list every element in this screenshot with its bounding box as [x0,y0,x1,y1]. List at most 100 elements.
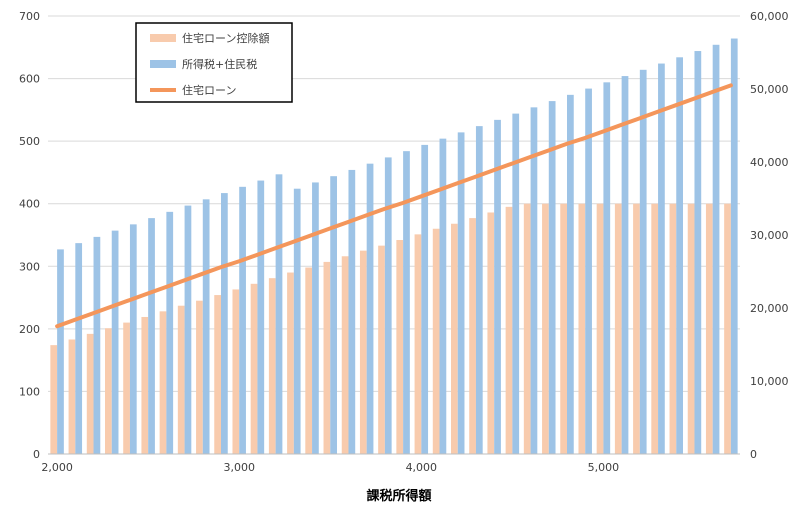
bar-loan-deduction [68,339,76,454]
bar-loan-deduction [396,240,404,454]
bar-tax [658,63,665,455]
bar-loan-deduction [596,203,604,454]
bar-loan-deduction [487,212,495,454]
bars [50,38,738,455]
bar-tax [257,180,265,454]
bar-tax [275,174,283,454]
y-left-tick-label: 0 [33,448,40,461]
bar-loan-deduction [359,250,367,454]
legend-swatch-loan-deduction [150,34,176,42]
legend: 住宅ローン控除額 所得税+住民税 住宅ローン [135,22,293,103]
y-right-tick-label: 60,000 [750,10,789,23]
legend-label-loan: 住宅ローン [182,83,236,97]
legend-swatch-tax [150,60,176,68]
x-axis-title: 課税所得額 [366,488,431,504]
bar-loan-deduction [159,311,167,454]
bar-tax [184,205,192,454]
bar-loan-deduction [633,203,640,454]
bar-tax [239,186,246,454]
bar-tax [530,107,538,454]
y-right-tick-label: 0 [750,448,757,461]
bar-loan-deduction [123,322,130,454]
bar-loan-deduction [651,203,659,454]
bar-tax [585,88,592,454]
bar-loan-deduction [177,305,185,454]
bar-tax [330,176,337,454]
bar-tax [166,211,174,454]
bar-tax [676,57,683,455]
bar-tax [93,236,101,454]
bar-loan-deduction [305,267,313,454]
bar-loan-deduction [469,218,476,454]
bar-tax [57,249,64,454]
bar-loan-deduction [214,295,221,454]
y-left-tick-label: 100 [19,385,40,398]
bar-loan-deduction [287,272,294,454]
bar-tax [75,243,83,454]
y-left-tick-label: 300 [19,260,40,273]
bar-tax [639,69,647,454]
y-right-tick-label: 20,000 [750,302,789,315]
bar-tax [421,144,429,454]
legend-label-tax: 所得税+住民税 [182,57,257,71]
bar-tax [439,138,447,454]
bar-loan-deduction [432,228,440,454]
x-tick-label: 2,000 [41,461,73,474]
bar-loan-deduction [669,203,677,454]
bar-loan-deduction [50,345,58,454]
bar-tax [221,193,228,454]
bar-tax [293,188,301,454]
bar-tax [129,224,137,454]
bar-loan-deduction [687,203,695,454]
bar-tax [148,218,155,454]
bar-tax [621,76,629,454]
bar-tax [366,163,374,455]
bar-tax [403,151,410,454]
bar-tax [494,119,501,455]
bar-loan-deduction [86,333,94,454]
bar-tax [202,199,210,454]
bar-tax [312,182,319,454]
x-tick-label: 4,000 [406,461,438,474]
y-right-tick-label: 30,000 [750,229,789,242]
bar-tax [603,82,611,454]
bar-loan-deduction [560,203,567,454]
bar-tax [475,126,483,454]
legend-label-loan-deduction: 住宅ローン控除額 [182,31,269,45]
bar-tax [111,230,119,454]
y-left-tick-label: 500 [19,135,40,148]
bar-tax [694,51,702,454]
bar-tax [512,113,520,455]
bar-loan-deduction [268,278,276,454]
y-right-tick-label: 10,000 [750,375,789,388]
bar-loan-deduction [542,203,549,454]
bar-loan-deduction [105,328,112,454]
bar-loan-deduction [341,256,349,454]
bar-tax [567,94,574,454]
bar-loan-deduction [196,300,203,454]
y-right-tick-label: 40,000 [750,156,789,169]
bar-loan-deduction [451,223,458,454]
y-right-tick-label: 50,000 [750,83,789,96]
x-tick-label: 3,000 [223,461,255,474]
bar-loan-deduction [232,289,240,454]
bar-loan-deduction [724,203,731,454]
y-left-tick-label: 200 [19,323,40,336]
bar-loan-deduction [378,245,385,454]
axes: 0 100 200 300 400 500 600 700 0 10,000 20,000 30,00… [19,10,789,474]
bar-loan-deduction [141,316,149,454]
line-loan [55,83,733,329]
bar-loan-deduction [250,283,258,454]
bar-loan-deduction [414,234,422,454]
bar-tax [457,132,465,454]
bar-tax [712,44,720,454]
bar-tax [548,101,556,454]
bar-loan-deduction [523,203,531,454]
bar-tax [348,169,356,454]
bar-tax [384,157,392,454]
x-tick-label: 5,000 [588,461,620,474]
line-series [55,83,733,329]
bar-loan-deduction [505,206,513,454]
